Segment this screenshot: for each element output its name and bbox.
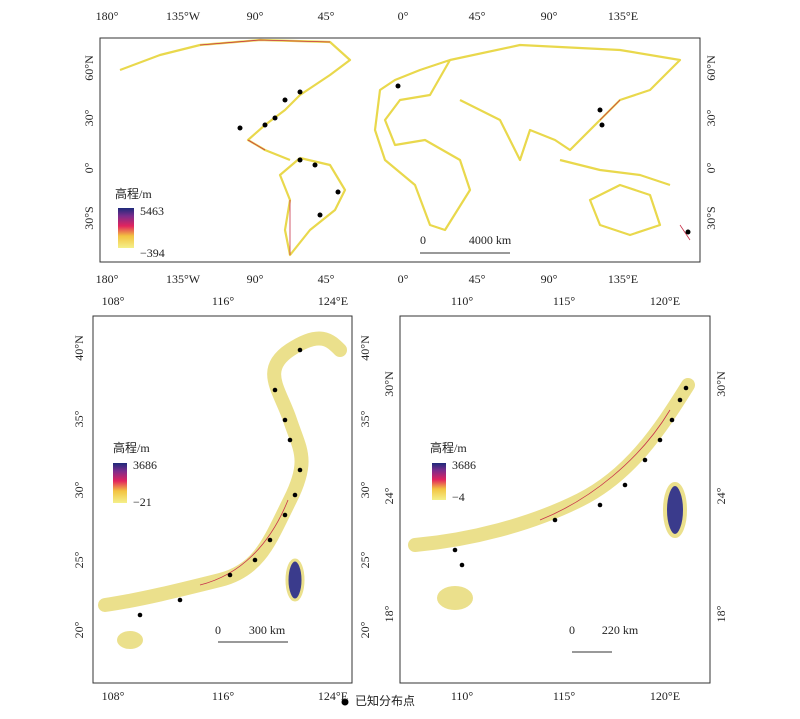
scale-label: 220 km	[602, 623, 639, 637]
china-map-2	[399, 315, 711, 684]
y-tick-label: 30°S	[704, 206, 718, 229]
legend-marker	[341, 698, 349, 706]
legend-min: −4	[452, 490, 465, 504]
y-tick-label: 24°	[382, 487, 396, 504]
x-tick-label: 90°	[247, 9, 264, 23]
y-tick-label: 18°	[714, 605, 728, 622]
y-tick-label: 18°	[382, 605, 396, 622]
y-tick-label: 30°	[82, 109, 96, 126]
y-tick-label: 0°	[82, 162, 96, 173]
china-map-1	[92, 315, 353, 684]
y-tick-label: 35°	[358, 410, 372, 427]
y-tick-label: 20°	[72, 621, 86, 638]
x-tick-label: 110°	[451, 689, 474, 703]
scale-label: 300 km	[249, 623, 286, 637]
y-tick-label: 40°N	[358, 335, 372, 361]
colorbar	[432, 463, 446, 500]
y-tick-label: 25°	[72, 551, 86, 568]
y-tick-label: 20°	[358, 621, 372, 638]
coastline-high	[199, 39, 691, 255]
x-tick-label: 108°	[102, 689, 125, 703]
y-tick-label: 24°	[714, 487, 728, 504]
coastline-high	[199, 499, 289, 586]
scale-label: 0	[215, 623, 221, 637]
x-tick-label: 135°E	[608, 272, 638, 286]
coastline	[119, 38, 682, 257]
y-tick-label: 0°	[704, 162, 718, 173]
y-tick-label: 30°N	[382, 371, 396, 397]
legend-label: 已知分布点	[355, 694, 415, 708]
x-tick-label: 135°E	[608, 9, 638, 23]
legend-title: 高程/m	[115, 186, 152, 201]
legend-max: 3686	[452, 458, 476, 472]
y-tick-label: 30°S	[82, 206, 96, 229]
x-tick-label: 0°	[398, 272, 409, 286]
legend-min: −21	[133, 495, 152, 509]
x-tick-label: 90°	[541, 272, 558, 286]
x-tick-label: 135°W	[166, 272, 201, 286]
legend-max: 3686	[133, 458, 157, 472]
x-tick-label: 0°	[398, 9, 409, 23]
x-tick-label: 116°	[212, 689, 235, 703]
x-tick-label: 124°E	[318, 689, 348, 703]
occurrence-points	[452, 385, 689, 568]
island	[117, 631, 143, 649]
x-tick-label: 120°E	[650, 294, 680, 308]
island	[663, 482, 687, 538]
x-tick-label: 45°	[469, 9, 486, 23]
x-tick-label: 108°	[102, 294, 125, 308]
x-tick-label: 124°E	[318, 294, 348, 308]
legend-title: 高程/m	[430, 440, 467, 455]
world-map	[99, 37, 701, 263]
scale-label: 0	[420, 233, 426, 247]
x-tick-label: 180°	[96, 9, 119, 23]
y-tick-label: 60°N	[82, 55, 96, 81]
legend-min: −394	[140, 246, 165, 260]
x-tick-label: 115°	[553, 294, 576, 308]
x-tick-label: 120°E	[650, 689, 680, 703]
x-tick-label: 180°	[96, 272, 119, 286]
y-tick-label: 40°N	[72, 335, 86, 361]
scale-label: 4000 km	[469, 233, 512, 247]
map-frame	[99, 37, 701, 263]
y-tick-label: 30°N	[714, 371, 728, 397]
occurrence-points	[237, 83, 691, 235]
island	[285, 558, 305, 602]
x-tick-label: 90°	[247, 272, 264, 286]
x-tick-label: 116°	[212, 294, 235, 308]
colorbar	[113, 463, 127, 503]
map-frame	[92, 315, 353, 684]
x-tick-label: 110°	[451, 294, 474, 308]
x-tick-label: 90°	[541, 9, 558, 23]
island	[437, 586, 473, 610]
x-tick-label: 135°W	[166, 9, 201, 23]
colorbar	[118, 208, 134, 248]
y-tick-label: 25°	[358, 551, 372, 568]
x-tick-label: 45°	[318, 9, 335, 23]
x-tick-label: 115°	[553, 689, 576, 703]
occurrence-points	[137, 347, 303, 618]
coastline-high	[539, 409, 671, 521]
map-frame	[399, 315, 711, 684]
y-tick-label: 30°	[72, 481, 86, 498]
scale-label: 0	[569, 623, 575, 637]
legend-max: 5463	[140, 204, 164, 218]
x-tick-label: 45°	[469, 272, 486, 286]
x-tick-label: 45°	[318, 272, 335, 286]
y-tick-label: 60°N	[704, 55, 718, 81]
y-tick-label: 30°	[704, 109, 718, 126]
y-tick-label: 35°	[72, 410, 86, 427]
y-tick-label: 30°	[358, 481, 372, 498]
legend-title: 高程/m	[113, 440, 150, 455]
